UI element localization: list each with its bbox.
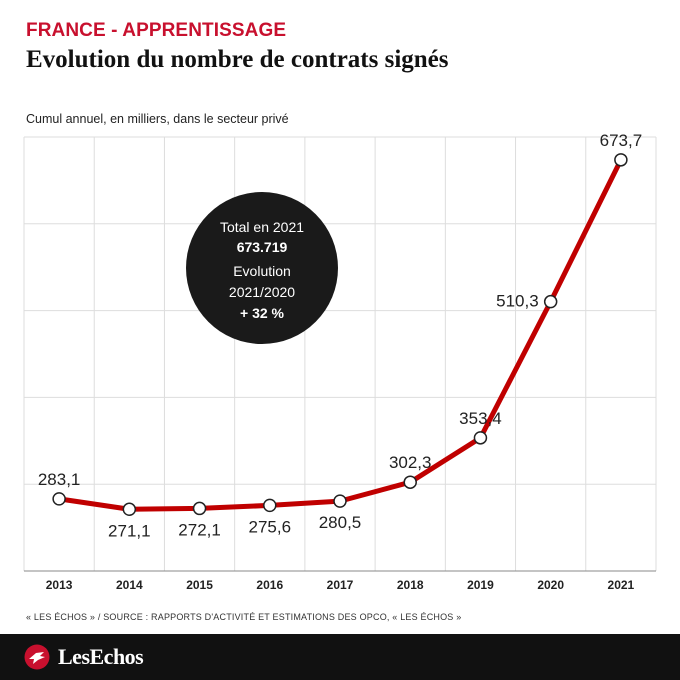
source-note: « LES ÉCHOS » / SOURCE : RAPPORTS D'ACTI… bbox=[26, 612, 462, 622]
data-label: 280,5 bbox=[319, 513, 362, 532]
callout-total-value: 673.719 bbox=[237, 239, 288, 255]
callout-circle bbox=[186, 192, 338, 344]
series-line bbox=[56, 157, 624, 512]
callout-evolution-value: + 32 % bbox=[240, 305, 285, 321]
callout-line-3: Evolution bbox=[233, 263, 291, 279]
x-tick-label: 2019 bbox=[467, 578, 494, 592]
data-label: 302,3 bbox=[389, 453, 432, 472]
data-point-marker bbox=[263, 498, 277, 513]
x-tick-label: 2020 bbox=[537, 578, 564, 592]
data-label: 673,7 bbox=[600, 131, 643, 150]
data-point-marker bbox=[403, 475, 417, 489]
x-tick-label: 2017 bbox=[327, 578, 354, 592]
x-tick-label: 2021 bbox=[608, 578, 635, 592]
data-point-marker bbox=[473, 431, 488, 445]
data-point-marker bbox=[52, 492, 66, 506]
data-label: 275,6 bbox=[249, 517, 292, 536]
summary-callout: Total en 2021 673.719 Evolution 2021/202… bbox=[186, 192, 338, 344]
data-point-marker bbox=[543, 294, 558, 309]
les-echos-bird-logo-icon bbox=[24, 644, 50, 670]
data-point-marker bbox=[122, 502, 137, 517]
chart-title: Evolution du nombre de contrats signés bbox=[26, 46, 449, 73]
x-tick-label: 2014 bbox=[116, 578, 143, 592]
callout-line-1: Total en 2021 bbox=[220, 219, 304, 235]
footer-bar: LesEchos bbox=[0, 634, 680, 680]
data-label: 271,1 bbox=[108, 521, 151, 540]
data-point-marker bbox=[192, 501, 207, 516]
data-label: 353,4 bbox=[459, 409, 502, 428]
data-label: 272,1 bbox=[178, 520, 221, 539]
data-labels: 283,1 271,1 272,1 275,6 280,5 302,3 353,4 510,3… bbox=[38, 131, 642, 540]
data-label: 283,1 bbox=[38, 470, 81, 489]
callout-line-4: 2021/2020 bbox=[229, 284, 295, 300]
brand-logo-text: LesEchos bbox=[58, 644, 144, 669]
x-tick-label: 2016 bbox=[256, 578, 283, 592]
data-label: 510,3 bbox=[496, 292, 539, 311]
series-contracts bbox=[52, 153, 628, 517]
grid bbox=[23, 136, 657, 572]
line-chart: 2013 2014 2015 2016 2017 2018 2019 2020 2021 Tot… bbox=[23, 131, 657, 592]
x-tick-label: 2018 bbox=[397, 578, 424, 592]
data-point-marker bbox=[614, 153, 628, 167]
data-point-marker bbox=[333, 494, 347, 508]
x-tick-label: 2015 bbox=[186, 578, 213, 592]
x-tick-label: 2013 bbox=[46, 578, 73, 592]
chart-kicker: FRANCE - APPRENTISSAGE bbox=[26, 20, 287, 41]
chart-subtitle: Cumul annuel, en milliers, dans le secte… bbox=[26, 112, 289, 126]
x-axis-ticks: 2013 2014 2015 2016 2017 2018 2019 2020 2021 bbox=[46, 578, 635, 592]
